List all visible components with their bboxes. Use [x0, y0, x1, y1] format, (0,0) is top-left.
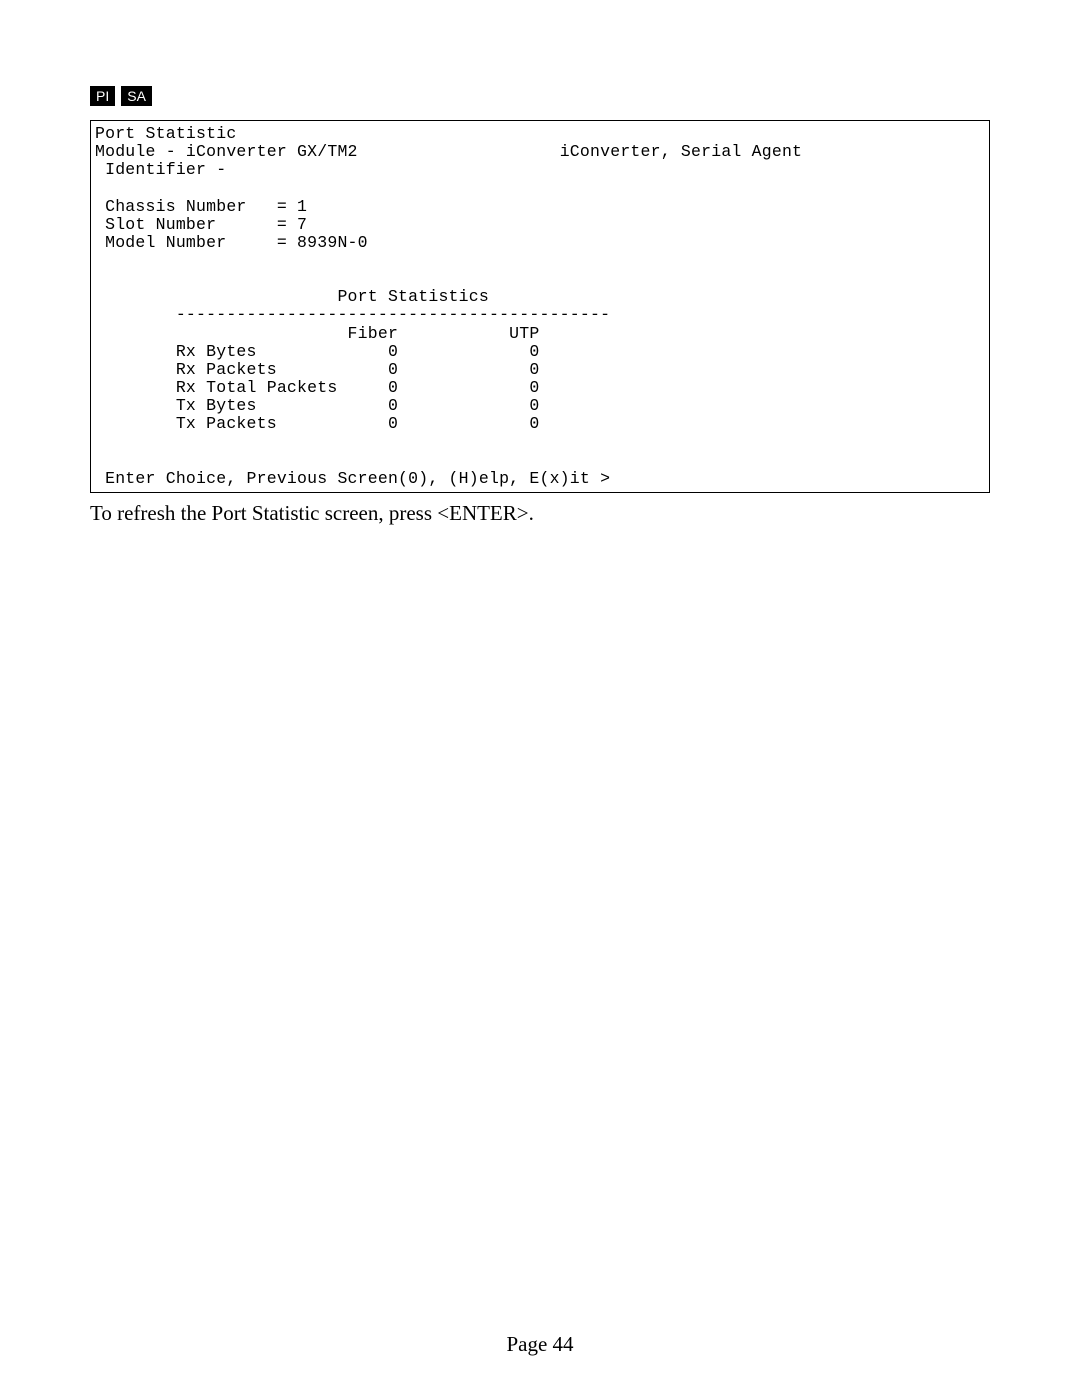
terminal-slot: Slot Number = 7 — [95, 215, 307, 234]
badge-sa: SA — [121, 86, 152, 106]
body-text: To refresh the Port Statistic screen, pr… — [90, 501, 990, 526]
page-number: Page 44 — [0, 1332, 1080, 1357]
page: PI SA Port Statistic Module - iConverter… — [0, 0, 1080, 1397]
terminal-stats-divider: ----------------------------------------… — [95, 305, 610, 324]
terminal-agent: iConverter, Serial Agent — [560, 142, 802, 161]
badge-pi: PI — [90, 86, 115, 106]
terminal-col-header: Fiber UTP — [95, 324, 539, 343]
terminal-prompt: Enter Choice, Previous Screen(0), (H)elp… — [95, 469, 610, 488]
terminal-identifier: Identifier - — [95, 160, 226, 179]
terminal-row-tx-bytes: Tx Bytes 0 0 — [95, 396, 539, 415]
terminal-stats-header: Port Statistics — [95, 287, 489, 306]
terminal-title: Port Statistic — [95, 124, 236, 143]
terminal-module: Module - iConverter GX/TM2 — [95, 142, 358, 161]
terminal-row-rx-bytes: Rx Bytes 0 0 — [95, 342, 539, 361]
terminal-chassis: Chassis Number = 1 — [95, 197, 307, 216]
terminal-row-tx-packets: Tx Packets 0 0 — [95, 414, 539, 433]
terminal-model: Model Number = 8939N-0 — [95, 233, 368, 252]
terminal-row-rx-total-packets: Rx Total Packets 0 0 — [95, 378, 539, 397]
badge-row: PI SA — [90, 86, 990, 106]
terminal-output: Port Statistic Module - iConverter GX/TM… — [90, 120, 990, 493]
terminal-row-rx-packets: Rx Packets 0 0 — [95, 360, 539, 379]
